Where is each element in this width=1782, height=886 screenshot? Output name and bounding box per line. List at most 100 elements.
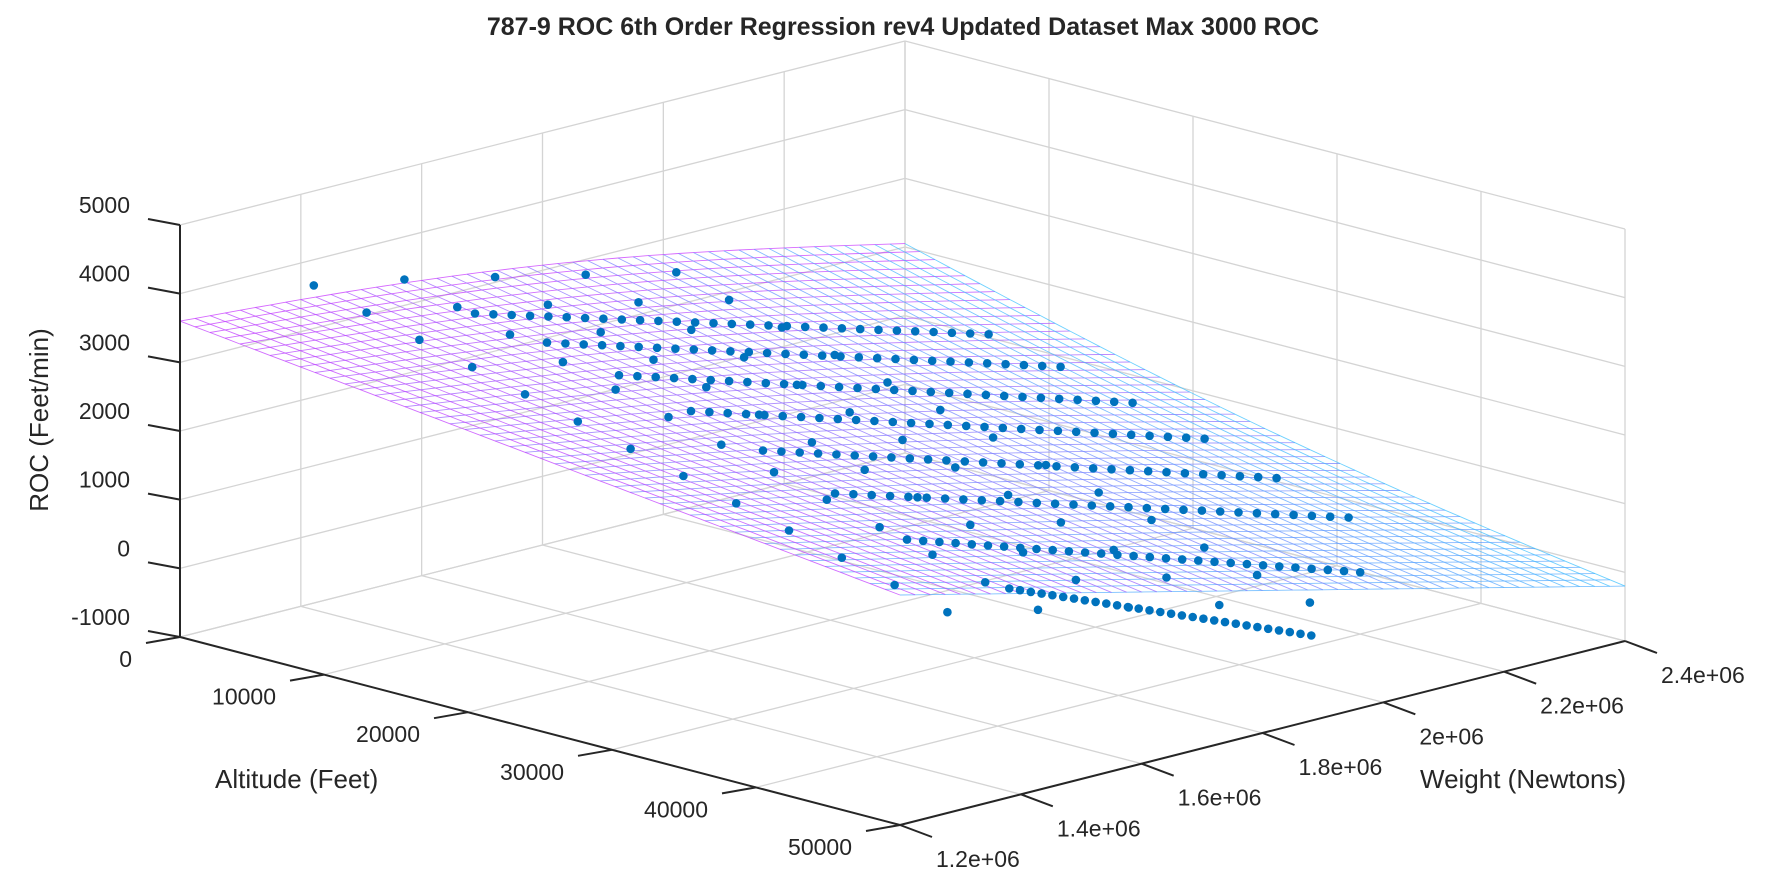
scatter-point <box>649 355 658 365</box>
y-tick-mark <box>865 824 901 832</box>
scatter-point <box>1220 617 1230 627</box>
scatter-point <box>874 325 883 335</box>
scatter-point <box>1177 611 1187 620</box>
scatter-point <box>1080 548 1090 557</box>
mesh-line-weight <box>285 301 1006 595</box>
scatter-point <box>1037 361 1047 371</box>
scatter-point <box>769 467 779 477</box>
scatter-point <box>860 465 869 475</box>
mesh-line-weight <box>300 299 1021 594</box>
scatter-point <box>1200 434 1209 444</box>
scatter-point <box>1305 598 1315 607</box>
mesh-line-weight <box>436 277 1157 593</box>
scatter-point <box>868 452 878 461</box>
scatter-point <box>1275 562 1284 571</box>
scatter-point <box>980 578 990 587</box>
scatter-point <box>688 374 697 384</box>
scatter-point <box>984 330 993 339</box>
scatter-point <box>580 313 590 323</box>
scatter-point <box>795 448 804 457</box>
scatter-point <box>1242 559 1252 569</box>
scatter-points <box>309 268 1365 640</box>
scatter-point <box>1052 462 1061 471</box>
scatter-point <box>977 496 987 505</box>
z-axis-label: ROC (Feet/min) <box>24 328 54 511</box>
scatter-point <box>626 444 635 454</box>
scatter-point <box>561 339 570 348</box>
scatter-point <box>983 541 993 550</box>
mesh-line-weight <box>738 249 1460 589</box>
scatter-point <box>1109 545 1118 555</box>
scatter-point <box>634 298 643 307</box>
scatter-point <box>1258 561 1268 570</box>
scatter-point <box>781 349 790 359</box>
grid-line-z-altitude-wall <box>904 315 1626 505</box>
scatter-point <box>1162 467 1171 477</box>
scatter-point <box>1181 433 1191 443</box>
scatter-point <box>1253 472 1263 482</box>
scatter-point <box>959 495 968 504</box>
scatter-point <box>764 321 773 330</box>
scatter-point <box>1048 545 1057 555</box>
scatter-point <box>927 356 937 366</box>
scatter-point <box>739 353 749 362</box>
scatter-point <box>723 408 732 418</box>
scatter-point <box>1210 557 1219 567</box>
mesh-line-weight <box>814 246 1535 588</box>
scatter-point <box>1058 592 1068 602</box>
mesh-line-weight <box>330 294 1052 594</box>
mesh-line-weight <box>753 248 1475 589</box>
scatter-point <box>1105 502 1115 511</box>
x-tick-mark <box>1262 732 1295 746</box>
scatter-point <box>1355 568 1365 577</box>
x-tick-label: 1.4e+06 <box>1057 815 1141 841</box>
scatter-point <box>778 411 787 421</box>
scatter-point <box>467 362 477 372</box>
scatter-point <box>1033 605 1043 615</box>
scatter-point <box>1161 554 1171 563</box>
scatter-point <box>966 520 975 530</box>
scatter-point <box>796 412 806 422</box>
scatter-point <box>913 493 922 502</box>
scatter-point <box>544 312 553 321</box>
scatter-point <box>918 536 928 546</box>
scatter-point <box>1226 558 1235 568</box>
x-axis-ticks: 1.2e+06 1.4e+06 1.6e+06 1.8e+06 2e+06 2.2e+06… <box>899 640 1745 872</box>
scatter-point <box>507 310 516 320</box>
scatter-point <box>542 338 552 347</box>
x-tick-mark <box>1624 640 1658 654</box>
mesh-line-weight <box>527 266 1248 592</box>
scatter-point <box>1071 575 1081 585</box>
scatter-point <box>690 318 700 327</box>
scatter-point <box>1124 603 1133 612</box>
scatter-point <box>726 347 735 356</box>
mesh-line-weight <box>663 254 1384 590</box>
scatter-point <box>1026 587 1036 597</box>
scatter-point <box>705 407 714 417</box>
mesh-line-weight <box>542 264 1263 591</box>
scatter-point <box>929 327 938 337</box>
scatter-point <box>727 319 737 329</box>
scatter-point <box>1064 547 1074 556</box>
scatter-point <box>943 420 953 430</box>
scatter-point <box>679 471 688 481</box>
scatter-point <box>943 607 952 617</box>
scatter-point <box>1001 359 1010 369</box>
mesh-line-weight <box>693 252 1414 590</box>
scatter-point <box>963 389 972 399</box>
scatter-point <box>309 281 319 290</box>
mesh-line-weight <box>829 245 1550 588</box>
scatter-point <box>1234 508 1243 517</box>
scatter-point <box>928 550 937 559</box>
z-tick-label: 3000 <box>79 329 130 355</box>
mesh-line-weight <box>497 269 1218 592</box>
scatter-point <box>1050 499 1060 509</box>
x-axis-label: Weight (Newtons) <box>1420 764 1626 794</box>
scatter-point <box>599 314 608 324</box>
scatter-point <box>758 446 768 455</box>
y-tick-label: 10000 <box>212 684 276 710</box>
scatter-point <box>819 323 828 332</box>
scatter-point <box>1073 395 1082 405</box>
scatter-point <box>1215 600 1224 610</box>
